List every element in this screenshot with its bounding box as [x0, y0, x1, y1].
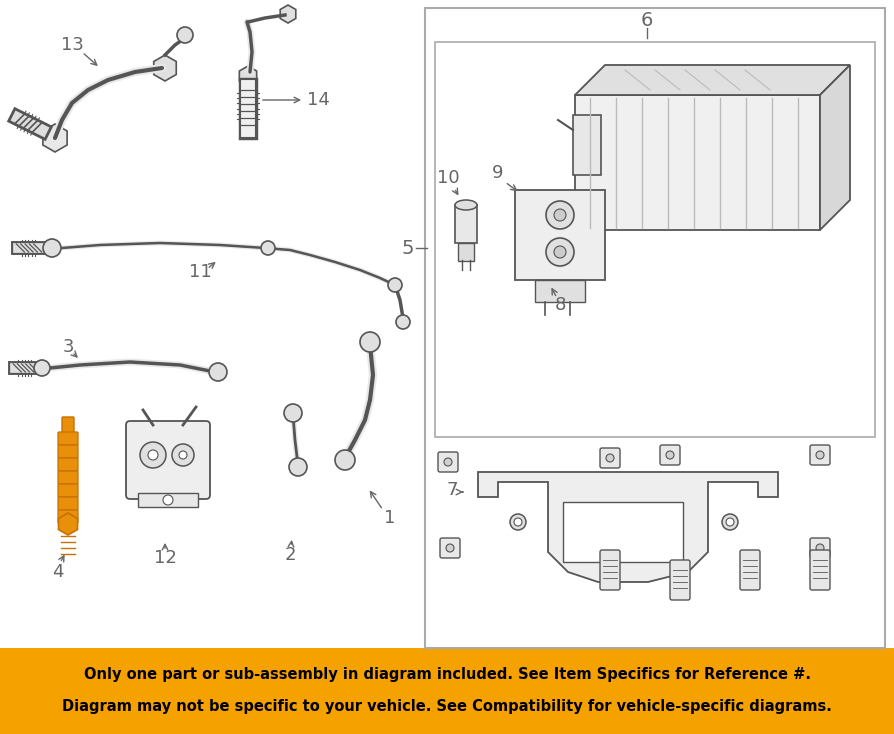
Circle shape	[172, 444, 194, 466]
Circle shape	[284, 404, 302, 422]
Circle shape	[546, 201, 574, 229]
Polygon shape	[154, 55, 176, 81]
FancyBboxPatch shape	[58, 497, 78, 510]
Text: 14: 14	[307, 91, 329, 109]
Text: Diagram may not be specific to your vehicle. See Compatibility for vehicle-speci: Diagram may not be specific to your vehi…	[62, 699, 832, 713]
Circle shape	[289, 458, 307, 476]
FancyBboxPatch shape	[126, 421, 210, 499]
Bar	[458, 243, 474, 261]
Circle shape	[163, 495, 173, 505]
Circle shape	[396, 315, 410, 329]
Circle shape	[148, 450, 158, 460]
Text: 9: 9	[493, 164, 503, 182]
Bar	[138, 493, 198, 507]
Ellipse shape	[455, 200, 477, 210]
Circle shape	[360, 332, 380, 352]
Bar	[435, 42, 875, 437]
FancyBboxPatch shape	[440, 538, 460, 558]
Circle shape	[554, 209, 566, 221]
Text: 6: 6	[641, 10, 654, 29]
Bar	[573, 115, 601, 175]
Polygon shape	[240, 66, 257, 86]
Text: 10: 10	[436, 169, 460, 187]
Text: 13: 13	[61, 36, 83, 54]
FancyBboxPatch shape	[58, 445, 78, 458]
Circle shape	[209, 363, 227, 381]
FancyBboxPatch shape	[660, 445, 680, 465]
Polygon shape	[43, 124, 67, 152]
Circle shape	[666, 451, 674, 459]
Circle shape	[722, 514, 738, 530]
Bar	[535, 280, 585, 302]
Bar	[563, 502, 683, 562]
Circle shape	[816, 544, 824, 552]
Text: 3: 3	[63, 338, 73, 356]
Polygon shape	[575, 65, 850, 95]
FancyBboxPatch shape	[58, 484, 78, 497]
Circle shape	[514, 518, 522, 526]
Text: Only one part or sub-assembly in diagram included. See Item Specifics for Refere: Only one part or sub-assembly in diagram…	[83, 666, 811, 681]
FancyBboxPatch shape	[58, 458, 78, 471]
Text: 7: 7	[446, 481, 458, 499]
Circle shape	[444, 458, 452, 466]
Polygon shape	[478, 472, 778, 582]
Circle shape	[726, 518, 734, 526]
Bar	[0, 648, 894, 734]
Bar	[515, 190, 605, 280]
Circle shape	[446, 544, 454, 552]
Text: 4: 4	[52, 563, 63, 581]
Bar	[575, 95, 820, 230]
Polygon shape	[280, 5, 296, 23]
Circle shape	[177, 27, 193, 43]
FancyBboxPatch shape	[438, 452, 458, 472]
Polygon shape	[58, 513, 78, 535]
FancyBboxPatch shape	[810, 550, 830, 590]
Circle shape	[388, 278, 402, 292]
Text: 8: 8	[554, 296, 566, 314]
Circle shape	[816, 451, 824, 459]
Text: 5: 5	[401, 239, 414, 258]
Circle shape	[261, 241, 275, 255]
Circle shape	[43, 239, 61, 257]
Bar	[425, 8, 885, 648]
FancyBboxPatch shape	[740, 550, 760, 590]
Circle shape	[34, 360, 50, 376]
FancyBboxPatch shape	[600, 448, 620, 468]
Circle shape	[179, 451, 187, 459]
FancyBboxPatch shape	[62, 417, 74, 434]
Polygon shape	[820, 65, 850, 230]
FancyBboxPatch shape	[58, 510, 78, 523]
FancyBboxPatch shape	[810, 538, 830, 558]
Circle shape	[554, 246, 566, 258]
Circle shape	[606, 454, 614, 462]
Circle shape	[546, 238, 574, 266]
Circle shape	[335, 450, 355, 470]
FancyBboxPatch shape	[600, 550, 620, 590]
FancyBboxPatch shape	[670, 560, 690, 600]
Text: 2: 2	[284, 546, 296, 564]
Text: 12: 12	[154, 549, 176, 567]
FancyBboxPatch shape	[58, 432, 78, 445]
Circle shape	[510, 514, 526, 530]
Bar	[455, 205, 477, 243]
FancyBboxPatch shape	[58, 471, 78, 484]
FancyBboxPatch shape	[810, 445, 830, 465]
Circle shape	[140, 442, 166, 468]
Text: 11: 11	[189, 263, 211, 281]
Text: 1: 1	[384, 509, 396, 527]
